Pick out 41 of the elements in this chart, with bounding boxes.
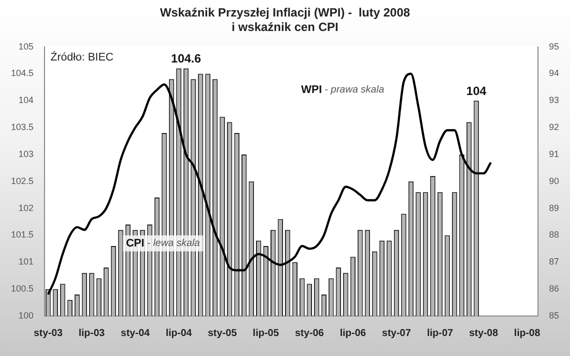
- y-tick-label: 102: [18, 202, 34, 213]
- x-tick-label: sty-05: [208, 328, 238, 339]
- annotation: Źródło: BIEC: [50, 50, 114, 64]
- chart-title: Wskaźnik Przyszłej Inflacji (WPI) - luty 2008 i wskaźnik cen CPI: [160, 6, 410, 34]
- y2-tick-label: 89: [548, 202, 560, 213]
- y-tick-label: 103.5: [10, 122, 34, 132]
- y-tick-label: 104: [18, 95, 34, 106]
- line-series: [47, 72, 492, 296]
- y-tick-label: 100.5: [10, 284, 34, 294]
- x-tick-label: lip-08: [514, 328, 541, 339]
- series-label: WPI - prawa skala: [301, 84, 385, 96]
- x-tick-label: sty-08: [469, 328, 498, 339]
- y2-tick-label: 85: [548, 310, 560, 320]
- y2-tick-label: 95: [548, 41, 560, 52]
- y2-tick-label: 93: [548, 95, 560, 106]
- y-tick-label: 100: [18, 310, 34, 320]
- y-tick-label: 105: [18, 41, 34, 52]
- series-label: CPI - lewa skala: [126, 237, 200, 250]
- x-tick-label: sty-04: [120, 328, 150, 339]
- data-label: 104: [466, 84, 487, 98]
- y-tick-label: 104.5: [10, 68, 34, 78]
- x-tick-label: sty-03: [34, 328, 64, 339]
- y-tick-label: 103: [18, 148, 34, 159]
- y2-tick-label: 90: [548, 176, 560, 186]
- y2-tick-label: 94: [548, 68, 560, 78]
- y2-tick-label: 86: [548, 284, 560, 294]
- x-tick-label: sty-07: [382, 328, 412, 339]
- x-tick-label: lip-04: [166, 328, 192, 339]
- x-tick-label: lip-03: [78, 328, 106, 339]
- y-tick-label: 101: [18, 256, 34, 267]
- y-tick-label: 101.5: [10, 230, 34, 240]
- y2-tick-label: 88: [548, 230, 560, 240]
- y2-tick-label: 92: [548, 122, 560, 132]
- x-tick-label: sty-06: [294, 328, 324, 339]
- y2-tick-label: 91: [548, 148, 560, 159]
- x-tick-label: lip-07: [426, 328, 454, 339]
- x-tick-label: lip-06: [340, 328, 366, 339]
- x-tick-label: lip-05: [252, 328, 280, 339]
- data-label: 104.6: [171, 52, 202, 66]
- y2-tick-label: 87: [548, 256, 560, 267]
- y-tick-label: 102.5: [10, 176, 34, 186]
